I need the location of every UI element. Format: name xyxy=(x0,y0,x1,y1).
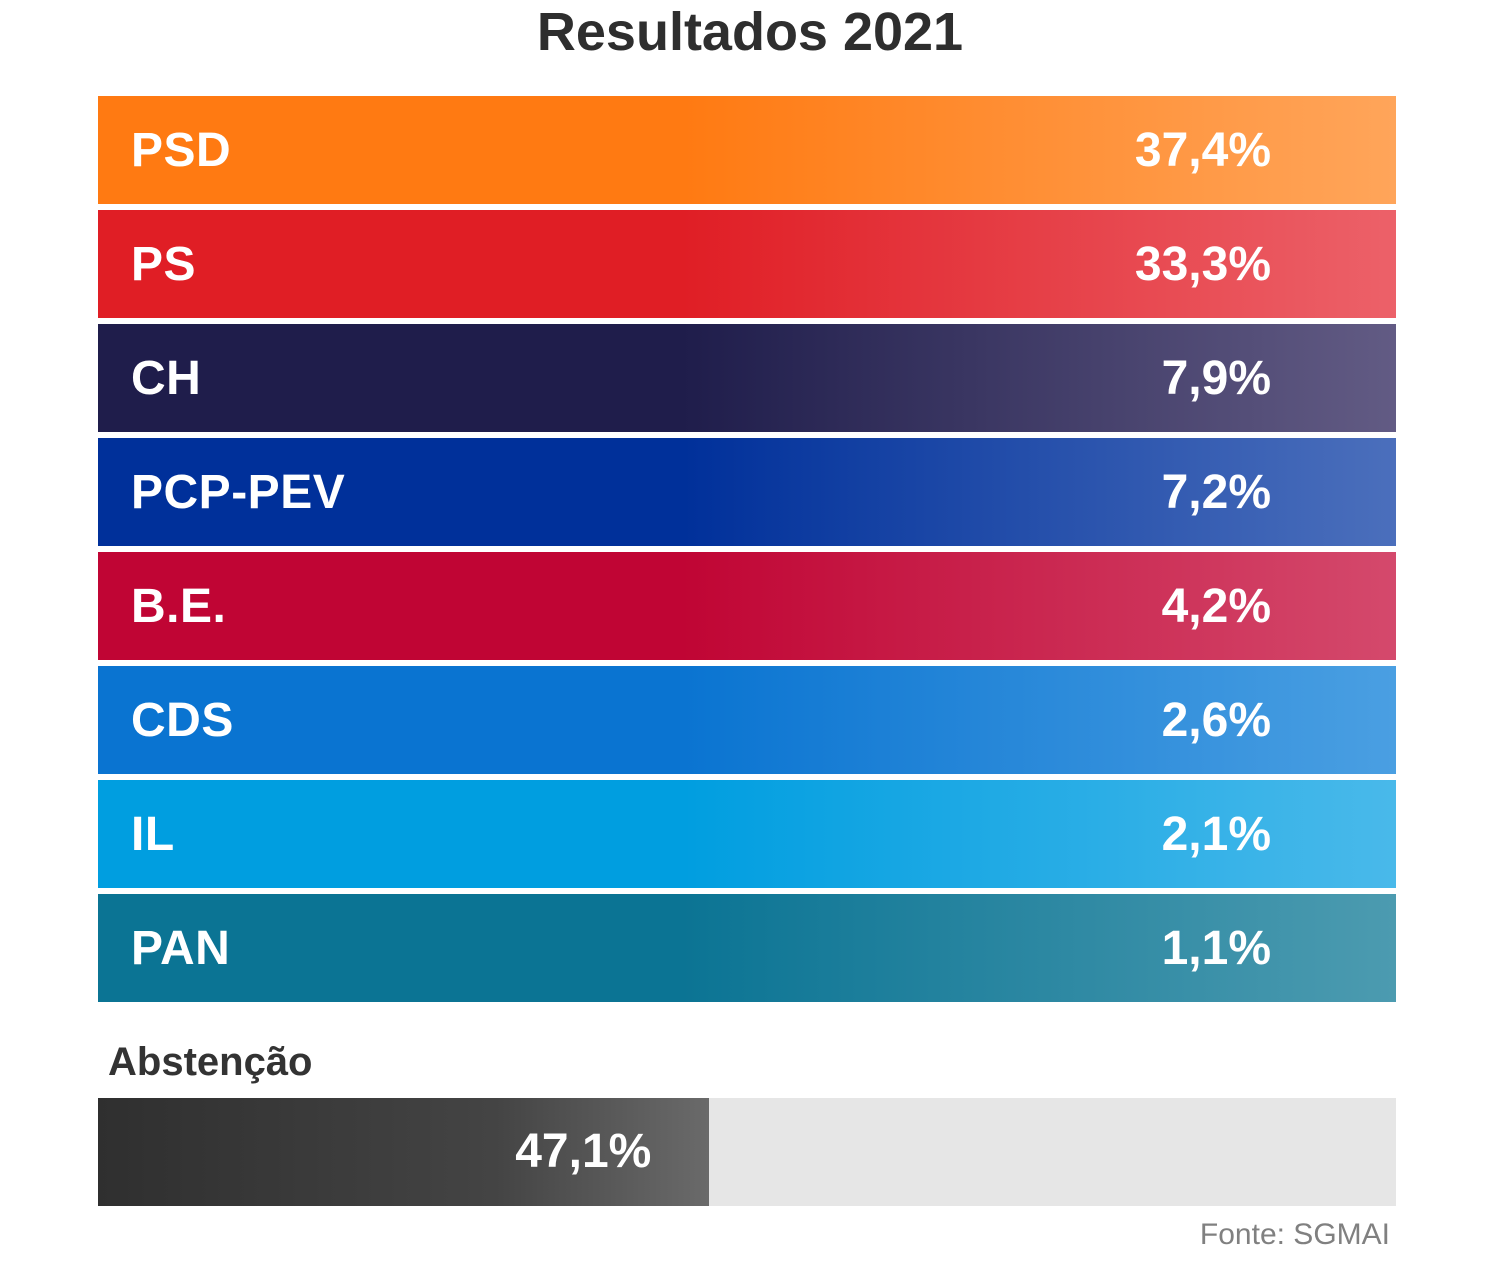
party-name: CDS xyxy=(131,693,234,747)
source-note: Fonte: SGMAI xyxy=(1199,1218,1390,1251)
party-name: PAN xyxy=(131,921,231,975)
party-percentage: 1,1% xyxy=(1161,921,1271,975)
party-name: PSD xyxy=(131,123,232,177)
result-row: PCP-PEV 7,2% xyxy=(98,438,1396,546)
party-percentage: 7,2% xyxy=(1161,465,1271,519)
party-percentage: 7,9% xyxy=(1161,351,1271,405)
chart-title: Resultados 2021 xyxy=(536,2,964,62)
result-row: CDS 2,6% xyxy=(98,666,1396,774)
result-row: PSD 37,4% xyxy=(98,96,1396,204)
party-name: CH xyxy=(131,351,202,405)
results-table: PSD 37,4% PS 33,3% CH 7,9% PCP-PEV 7,2% B.E. 4,2%… xyxy=(98,96,1396,1002)
party-percentage: 33,3% xyxy=(1134,237,1271,291)
abstention-bar-track: 47,1% xyxy=(98,1098,1396,1206)
party-name: B.E. xyxy=(131,579,227,633)
result-row: IL 2,1% xyxy=(98,780,1396,888)
result-row: PAN 1,1% xyxy=(98,894,1396,1002)
party-name: PCP-PEV xyxy=(131,465,346,519)
abstention-label: Abstenção xyxy=(108,1040,313,1084)
party-percentage: 4,2% xyxy=(1161,579,1271,633)
party-name: IL xyxy=(131,807,175,861)
abstention-bar-fill: 47,1% xyxy=(98,1098,710,1206)
result-row: PS 33,3% xyxy=(98,210,1396,318)
party-name: PS xyxy=(131,237,197,291)
abstention-value: 47,1% xyxy=(515,1125,652,1178)
party-percentage: 2,6% xyxy=(1161,693,1271,747)
result-row: B.E. 4,2% xyxy=(98,552,1396,660)
party-percentage: 37,4% xyxy=(1134,123,1271,177)
result-row: CH 7,9% xyxy=(98,324,1396,432)
party-percentage: 2,1% xyxy=(1161,807,1271,861)
